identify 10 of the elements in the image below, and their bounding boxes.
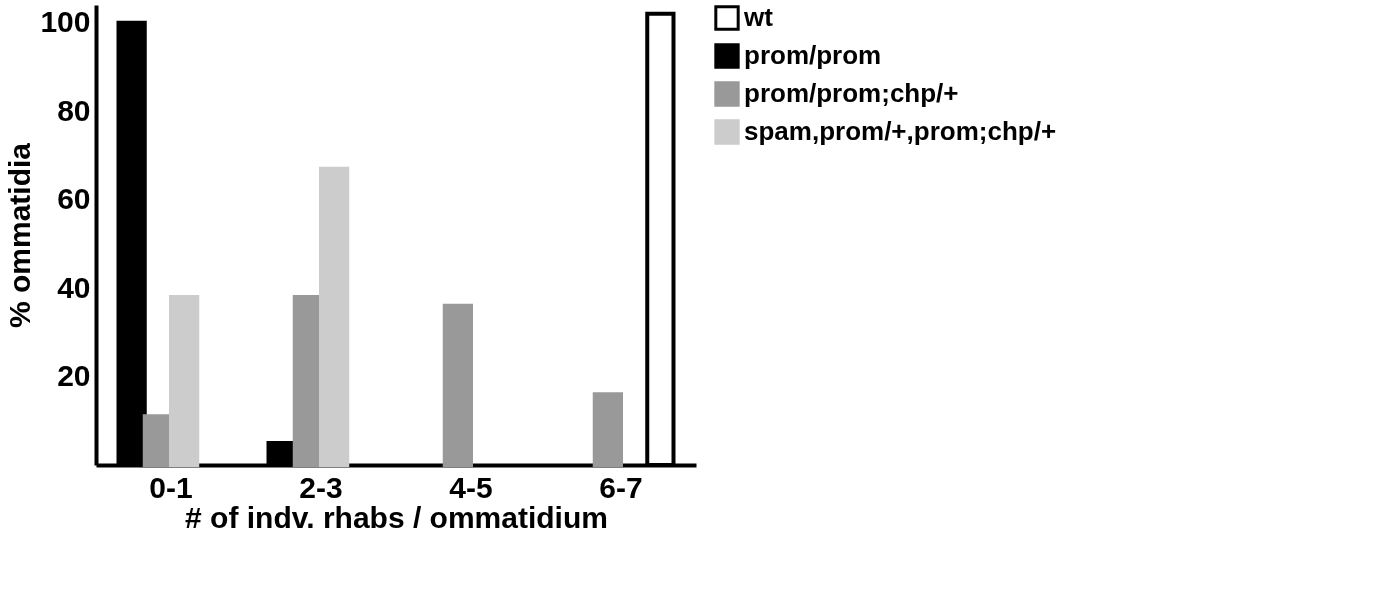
- legend-label: prom/prom: [744, 40, 882, 70]
- y-tick-label: 20: [57, 359, 91, 393]
- legend-label: spam,prom/+,prom;chp/+: [744, 116, 1057, 146]
- y-tick-label: 100: [40, 5, 91, 39]
- legend-label: wt: [743, 2, 774, 32]
- y-tick-label: 40: [57, 270, 91, 304]
- y-tick-label: 80: [57, 93, 91, 127]
- legend-label: prom/prom;chp/+: [744, 78, 959, 108]
- y-tick-label: 60: [57, 182, 91, 216]
- y-axis-title: % ommatidia: [3, 142, 37, 329]
